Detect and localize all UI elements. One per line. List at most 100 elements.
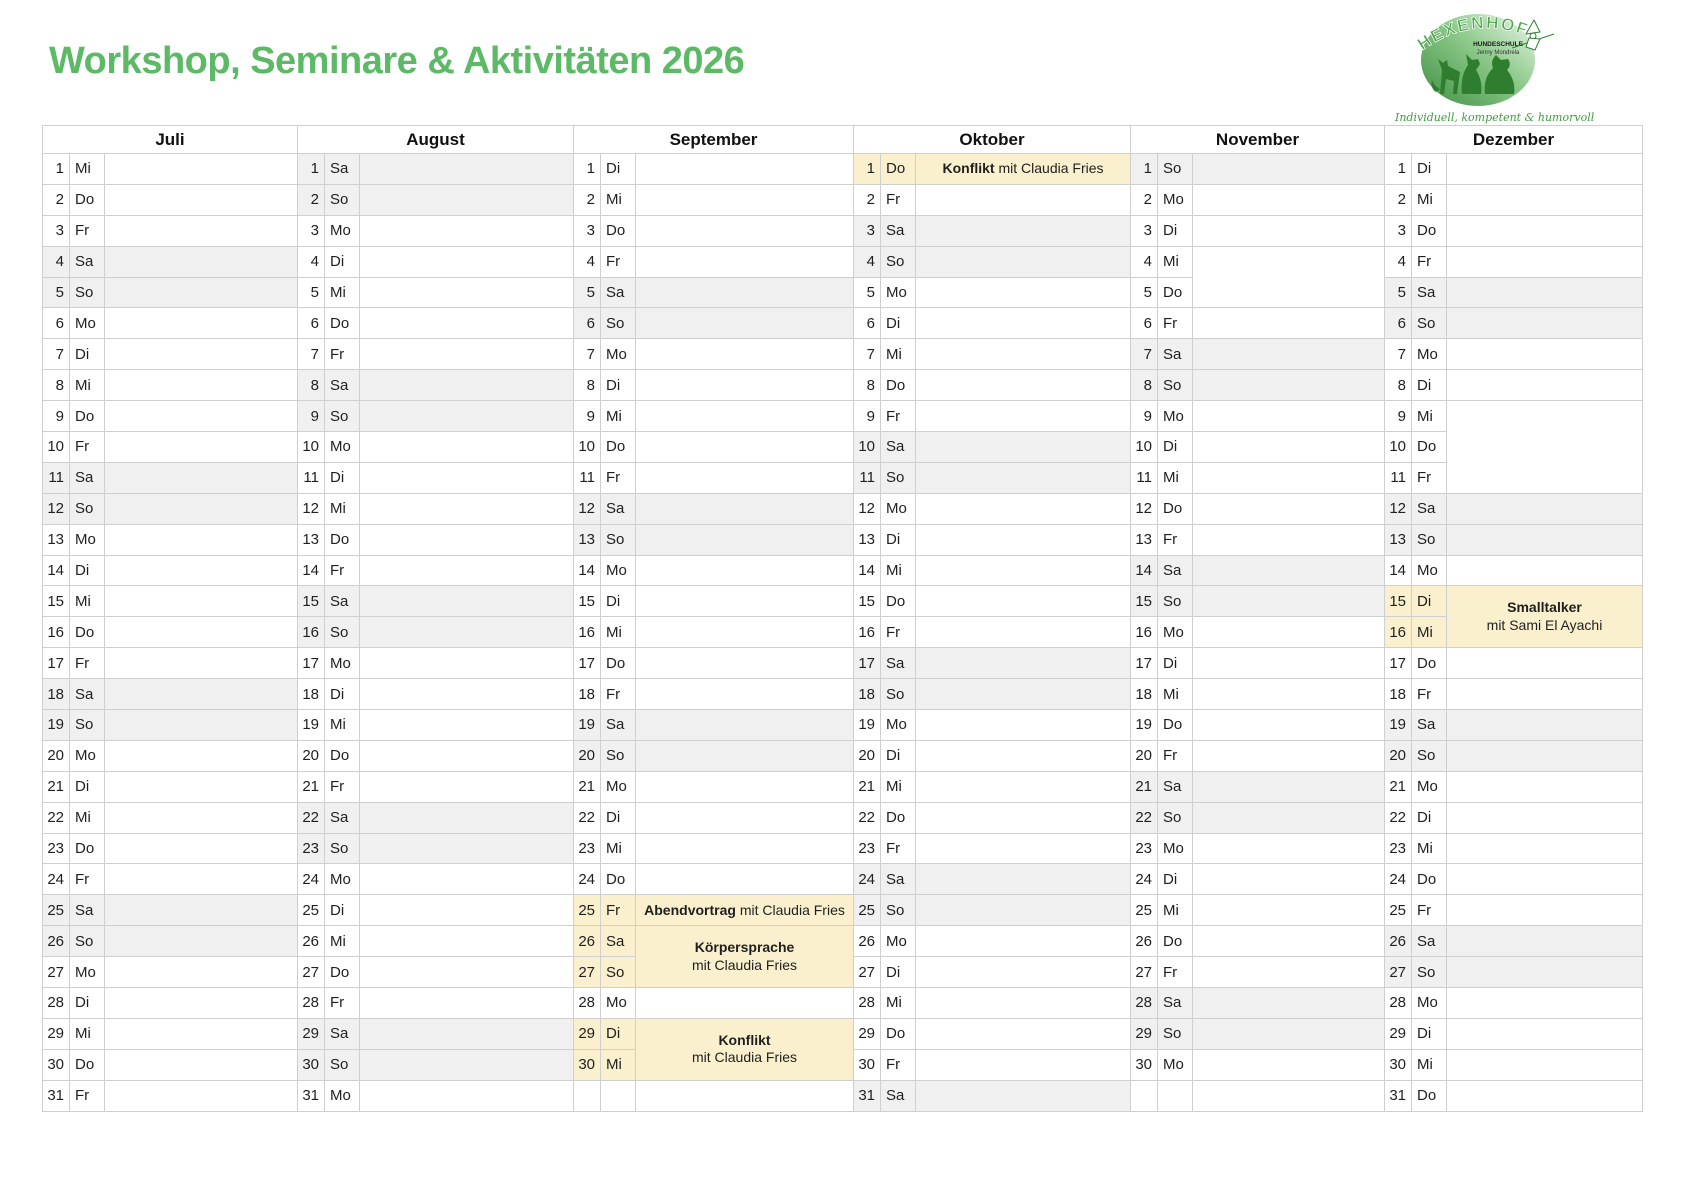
event-cell-empty — [1446, 863, 1643, 896]
day-abbrev-cell: Sa — [880, 214, 916, 247]
day-abbrev-cell: So — [69, 276, 105, 309]
day-number-cell: 1 — [573, 153, 601, 185]
day-number-cell: 30 — [573, 1048, 601, 1081]
event-cell-empty — [1192, 801, 1385, 834]
event-cell-empty — [635, 585, 854, 618]
event-cell-empty — [1446, 739, 1643, 772]
event-cell-empty — [104, 832, 298, 865]
event-cell-empty — [915, 1017, 1131, 1050]
event-cell-empty — [1192, 770, 1385, 803]
event-cell-empty — [915, 338, 1131, 371]
day-number-cell: 12 — [853, 492, 881, 525]
day-number-cell: 19 — [297, 709, 325, 741]
day-abbrev-cell: Di — [600, 369, 636, 402]
event-subtitle: mit Sami El Ayachi — [1486, 616, 1603, 633]
day-abbrev-cell: Fr — [69, 647, 105, 680]
day-number-cell: 19 — [42, 709, 70, 741]
event-cell-empty — [635, 400, 854, 433]
day-number-cell: 29 — [1384, 1017, 1412, 1050]
event-cell-empty — [104, 338, 298, 371]
day-number-cell: 26 — [297, 925, 325, 958]
event-cell-empty — [104, 214, 298, 247]
day-number-cell: 15 — [1384, 585, 1412, 618]
day-number-cell: 15 — [1130, 585, 1158, 618]
event-cell-empty — [635, 214, 854, 247]
day-abbrev-cell: Sa — [69, 461, 105, 494]
calendar-row: 28 Di 28 Fr 28 Mo 28 Mi 28 Sa 28 Mo — [42, 987, 1643, 1019]
day-abbrev-cell: Sa — [600, 925, 636, 958]
event-cell-empty — [104, 183, 298, 216]
day-abbrev-cell: Fr — [1157, 523, 1193, 556]
event-cell-empty — [635, 523, 854, 556]
event-cell-empty — [104, 276, 298, 309]
day-abbrev-cell: Do — [880, 585, 916, 618]
calendar-row: 4 Sa 4 Di 4 Fr 4 So 4 Mi 4 Fr — [42, 245, 1643, 309]
event-cell-empty — [104, 1017, 298, 1050]
calendar-row: 25 Sa 25 Di 25 Fr Abendvortrag mit Claudia Fri… — [42, 894, 1643, 927]
day-abbrev-cell: Sa — [880, 647, 916, 680]
day-number-cell: 25 — [42, 894, 70, 927]
event-cell-empty — [1192, 523, 1385, 556]
day-abbrev-cell: Mo — [1411, 554, 1447, 587]
day-abbrev-cell: Di — [69, 770, 105, 803]
day-abbrev-cell: Do — [324, 523, 360, 556]
day-number-cell: 31 — [297, 1079, 325, 1112]
day-abbrev-cell: Mi — [1411, 832, 1447, 865]
day-number-cell: 21 — [1384, 770, 1412, 803]
day-abbrev-cell: Sa — [1411, 276, 1447, 309]
day-abbrev-cell: Mo — [600, 770, 636, 803]
event-cell-empty — [635, 616, 854, 649]
day-number-cell: 17 — [297, 647, 325, 680]
event-cell-empty — [1446, 245, 1643, 278]
event-cell-empty — [915, 678, 1131, 711]
day-number-cell: 15 — [573, 585, 601, 618]
day-number-cell: 1 — [297, 153, 325, 185]
calendar-row: 21 Di 21 Fr 21 Mo 21 Mi 21 Sa 21 Mo — [42, 770, 1643, 803]
event-cell-empty — [359, 153, 574, 185]
logo-school-text: HUNDESCHULE — [1473, 41, 1524, 48]
day-number-cell: 10 — [573, 431, 601, 463]
day-abbrev-cell: Mi — [600, 183, 636, 216]
calendar-row: 27 Mo 27 Do 27 So 27 Di 27 Fr 27 So — [42, 956, 1643, 989]
calendar-row: 2 Do 2 So 2 Mi 2 Fr 2 Mo 2 Mi — [42, 183, 1643, 216]
event-cell-empty — [1192, 153, 1385, 185]
day-abbrev-cell: Mo — [880, 709, 916, 741]
day-abbrev-cell: Mi — [1411, 1048, 1447, 1081]
event-cell-empty — [1446, 709, 1643, 741]
event-cell-empty — [104, 554, 298, 587]
event-cell-empty — [635, 369, 854, 402]
event-cell-empty — [359, 523, 574, 556]
day-abbrev-cell: Mi — [600, 616, 636, 649]
event-cell-empty — [359, 739, 574, 772]
event-cell-empty — [359, 461, 574, 494]
day-abbrev-cell: Do — [880, 801, 916, 834]
day-abbrev-cell: Fr — [69, 1079, 105, 1112]
day-number-cell: 11 — [853, 461, 881, 494]
calendar-row: 22 Mi 22 Sa 22 Di 22 Do 22 So 22 Di — [42, 801, 1643, 834]
day-abbrev-cell: So — [324, 832, 360, 865]
event-subtitle: mit Claudia Fries — [998, 160, 1104, 177]
event-cell-empty — [104, 647, 298, 680]
event-cell-empty — [104, 739, 298, 772]
calendar-row: 31 Fr 31 Mo 31 Sa 31 Do — [42, 1079, 1643, 1112]
day-number-cell: 12 — [42, 492, 70, 525]
calendar-row: 10 Fr 10 Mo 10 Do 10 Sa 10 Di 10 Do — [42, 431, 1643, 463]
day-abbrev-cell: Fr — [324, 554, 360, 587]
day-number-cell: 15 — [853, 585, 881, 618]
event-cell-empty — [359, 1017, 574, 1050]
day-number-cell: 2 — [853, 183, 881, 216]
event-cell-empty — [104, 894, 298, 927]
event-cell-empty — [635, 554, 854, 587]
day-abbrev-cell: Fr — [69, 863, 105, 896]
day-abbrev-cell: Mi — [600, 1048, 636, 1081]
day-number-cell: 3 — [573, 214, 601, 247]
day-abbrev-cell: Do — [324, 307, 360, 340]
day-number-cell: 6 — [42, 307, 70, 340]
day-number-cell: 4 — [297, 245, 325, 278]
day-number-cell: 20 — [42, 739, 70, 772]
day-number-cell: 12 — [573, 492, 601, 525]
day-number-cell: 9 — [573, 400, 601, 433]
day-abbrev-cell: Mo — [69, 523, 105, 556]
day-abbrev-cell: Do — [1411, 431, 1447, 463]
day-abbrev-cell: Mo — [324, 1079, 360, 1112]
